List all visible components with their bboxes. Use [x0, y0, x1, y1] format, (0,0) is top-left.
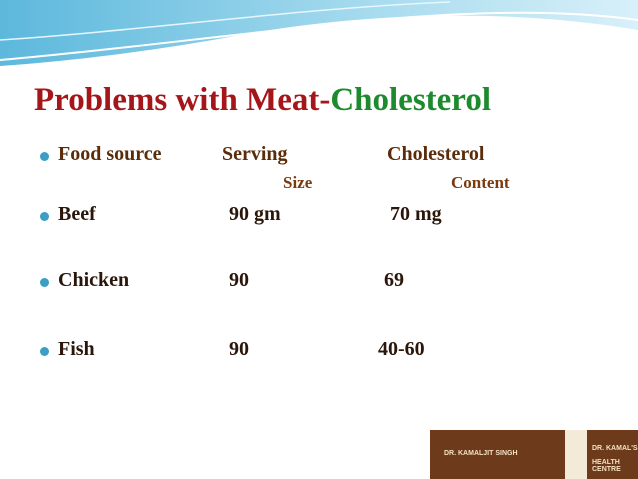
- wave: [0, 0, 638, 66]
- subheader-cell: Size: [283, 173, 313, 192]
- subheader-cell: Content: [451, 173, 510, 192]
- cell: Chicken: [58, 269, 130, 291]
- title-part: Problems with Meat-: [34, 82, 331, 118]
- header-cell: Serving: [222, 143, 288, 165]
- cell: 69: [384, 269, 404, 291]
- logo-text: DR. KAMAL'S: [592, 445, 638, 452]
- title: Problems with Meat-Cholesterol: [34, 82, 491, 119]
- cell: 90: [229, 269, 249, 291]
- bullet: [40, 152, 49, 161]
- cell: Beef: [58, 203, 96, 225]
- wave-background: [0, 0, 638, 66]
- cell: 70 mg: [390, 203, 442, 225]
- bullet: [40, 212, 49, 221]
- cell: 90 gm: [229, 203, 281, 225]
- cell: 40-60: [378, 338, 425, 360]
- logo-text: HEALTH CENTRE: [592, 459, 621, 473]
- logo-banner: DR. KAMALJIT SINGH DR. KAMAL'S HEALTH CE…: [430, 430, 638, 479]
- header-cell: Food source: [58, 143, 162, 165]
- bullet: [40, 278, 49, 287]
- bullet: [40, 347, 49, 356]
- logo-emblem: [565, 430, 587, 479]
- header-cell: Cholesterol: [387, 143, 485, 165]
- cell: Fish: [58, 338, 95, 360]
- wave-line: [0, 11, 638, 61]
- wave-line: [0, 1, 451, 41]
- logo-text: DR. KAMALJIT SINGH: [444, 450, 518, 457]
- title-part: Cholesterol: [330, 82, 492, 118]
- cell: 90: [229, 338, 249, 360]
